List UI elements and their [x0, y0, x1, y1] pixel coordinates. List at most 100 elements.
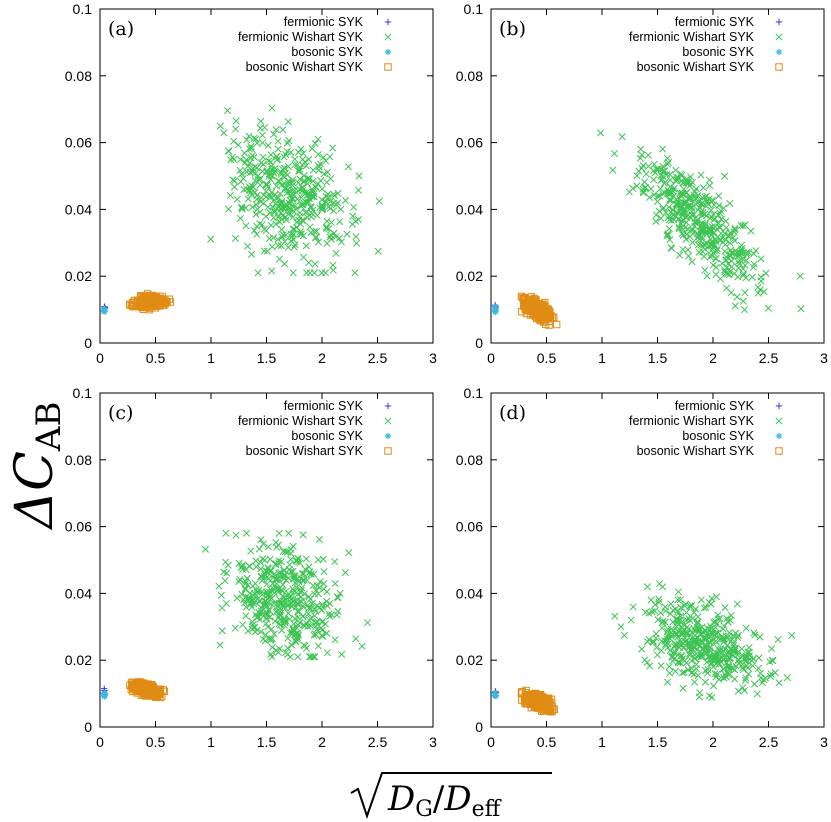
data-point	[268, 267, 276, 275]
data-point	[528, 693, 536, 701]
data-point	[693, 620, 701, 628]
data-point	[268, 104, 276, 112]
data-point	[320, 580, 328, 588]
data-point	[249, 591, 257, 599]
data-point	[256, 597, 264, 605]
data-point	[690, 210, 698, 219]
data-point	[697, 171, 705, 179]
data-point	[748, 273, 756, 281]
data-point	[665, 216, 674, 224]
data-point	[259, 153, 267, 161]
x-axis-title: DG/Deff	[350, 772, 552, 822]
data-point	[322, 157, 330, 165]
data-point	[708, 637, 716, 645]
data-point	[216, 641, 224, 649]
data-point	[218, 604, 226, 612]
data-point	[278, 225, 286, 233]
data-point	[294, 555, 302, 563]
data-point	[670, 649, 678, 657]
data-point	[284, 118, 292, 126]
data-point	[289, 542, 297, 550]
data-point	[759, 679, 767, 687]
data-point	[129, 302, 137, 311]
data-point	[374, 247, 382, 255]
data-point	[705, 226, 714, 234]
data-point	[238, 205, 246, 213]
x-tick-label: 0	[487, 734, 495, 750]
data-point	[731, 247, 739, 255]
x-tick-label: 1.5	[257, 734, 277, 750]
data-point	[338, 650, 346, 658]
data-point	[312, 183, 320, 191]
data-point	[286, 653, 294, 661]
panel-label: (c)	[108, 402, 133, 424]
y-tick-label: 0.1	[464, 1, 484, 17]
data-point	[322, 224, 331, 232]
data-point	[618, 133, 626, 141]
data-point	[285, 137, 293, 145]
data-point	[740, 306, 749, 314]
data-point	[311, 260, 319, 268]
data-point	[228, 153, 237, 161]
data-point	[293, 161, 301, 169]
data-point	[309, 166, 317, 174]
data-point	[707, 629, 715, 637]
data-point	[244, 627, 252, 635]
data-point	[352, 217, 360, 225]
data-point	[681, 602, 689, 610]
data-point	[323, 217, 331, 225]
data-point	[287, 148, 295, 156]
data-point	[299, 186, 307, 195]
scatter-points	[100, 104, 383, 315]
data-point	[268, 653, 276, 661]
data-point	[299, 612, 307, 620]
y-tick-label: 0.04	[65, 201, 92, 217]
x-tick-label: 0.5	[146, 350, 166, 366]
data-point	[656, 185, 664, 193]
data-point	[258, 572, 266, 580]
data-point	[688, 208, 696, 216]
data-point	[635, 167, 643, 175]
data-point	[688, 614, 696, 623]
data-point	[263, 580, 271, 588]
y-tick-label: 0.08	[456, 68, 483, 84]
data-point	[310, 228, 318, 236]
y-tick-label: 0.06	[456, 519, 483, 535]
data-point	[492, 692, 500, 699]
data-point	[666, 236, 674, 244]
data-point	[669, 187, 677, 195]
data-point	[666, 196, 674, 205]
data-point	[663, 189, 671, 197]
data-point	[318, 269, 326, 277]
y-tick-label: 0	[84, 335, 92, 351]
data-point	[739, 297, 747, 305]
data-point	[746, 655, 754, 663]
data-point	[225, 147, 233, 155]
data-point	[667, 600, 675, 608]
data-point	[277, 599, 285, 608]
data-point	[331, 558, 339, 566]
data-point	[693, 645, 701, 653]
data-point	[256, 124, 264, 132]
data-point	[278, 233, 286, 241]
data-point	[242, 136, 251, 144]
data-point	[264, 543, 272, 551]
legend-label: bosonic SYK	[291, 45, 363, 59]
data-point	[753, 690, 761, 698]
data-point	[701, 220, 709, 228]
data-point	[283, 171, 291, 179]
data-point	[719, 635, 727, 643]
data-point	[265, 590, 274, 598]
x-title-slash: /	[433, 779, 445, 819]
data-point	[684, 195, 692, 203]
data-point	[726, 239, 734, 247]
data-point	[702, 603, 710, 612]
chart-panel-1: 0 0.5 1 1.5 2 2.5 3 0 0.02 0.04 0.06 0.08 0.1 (a) ferm…	[65, 1, 437, 366]
data-point	[642, 170, 650, 178]
data-point	[331, 636, 339, 644]
data-point	[766, 672, 775, 680]
data-point	[257, 536, 265, 544]
svg-text:DG/Deff: DG/Deff	[387, 779, 502, 822]
data-point	[258, 588, 266, 596]
data-point	[643, 658, 651, 666]
